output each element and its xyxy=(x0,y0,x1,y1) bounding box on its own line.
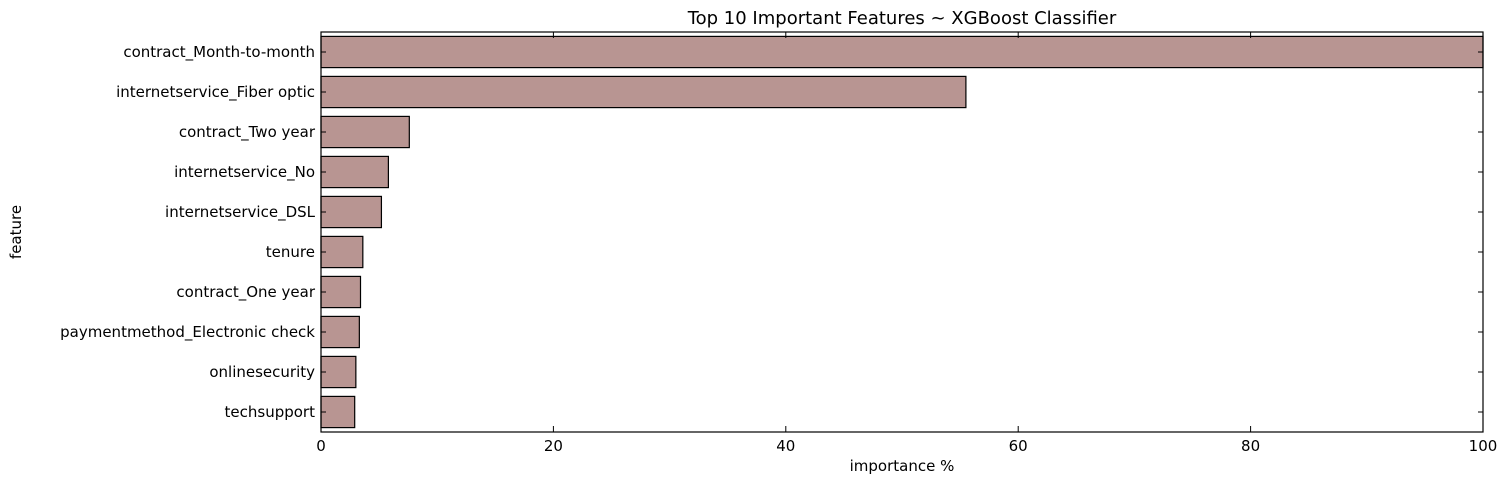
ticks-layer: contract_Month-to-month internetservice_F… xyxy=(60,32,1497,455)
bar xyxy=(320,235,364,269)
x-tick-label: 0 xyxy=(316,437,326,455)
bar xyxy=(320,275,362,309)
bars-layer xyxy=(320,35,1484,429)
y-tick-label: internetservice_Fiber optic xyxy=(116,83,315,102)
bar xyxy=(320,395,356,429)
x-tick-label: 60 xyxy=(1009,437,1028,455)
y-tick-label: contract_Month-to-month xyxy=(123,43,315,62)
x-tick-label: 100 xyxy=(1469,437,1498,455)
x-tick-label: 80 xyxy=(1241,437,1260,455)
x-tick-label: 20 xyxy=(544,437,563,455)
y-tick-label: tenure xyxy=(266,243,315,261)
bar xyxy=(320,355,357,389)
bar xyxy=(320,155,389,189)
y-tick-label: onlinesecurity xyxy=(209,363,315,381)
bar xyxy=(320,115,410,149)
y-tick-label: techsupport xyxy=(225,403,316,421)
plot-frame xyxy=(320,31,1484,433)
chart-title: Top 10 Important Features ~ XGBoost Clas… xyxy=(687,8,1117,29)
bar xyxy=(320,75,967,109)
y-tick-label: paymentmethod_Electronic check xyxy=(60,323,315,342)
y-tick-label: internetservice_DSL xyxy=(165,203,316,222)
y-axis-label: feature xyxy=(7,205,25,259)
bar xyxy=(320,35,1484,69)
y-tick-label: contract_One year xyxy=(176,283,315,302)
y-tick-label: contract_Two year xyxy=(179,123,316,142)
x-tick-label: 40 xyxy=(776,437,795,455)
y-tick-label: internetservice_No xyxy=(174,163,315,182)
x-axis-label: importance % xyxy=(850,457,955,475)
bar xyxy=(320,315,360,349)
bar xyxy=(320,195,383,229)
